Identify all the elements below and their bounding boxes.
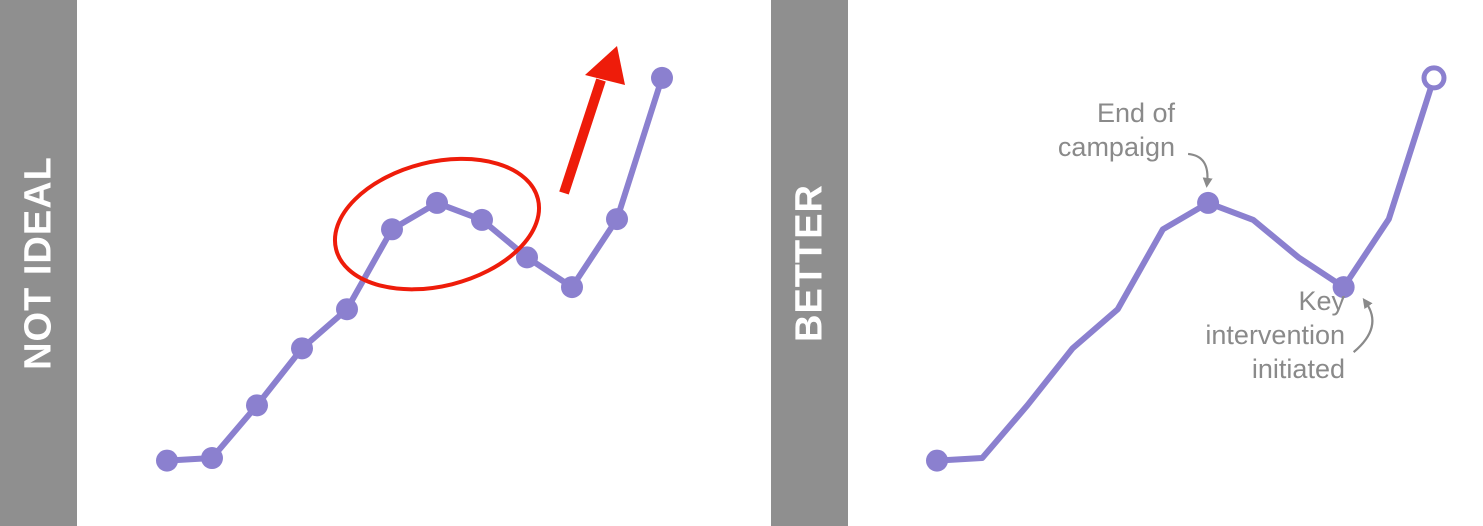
data-point <box>651 66 673 89</box>
callout-arrow <box>1187 152 1213 188</box>
start-point <box>926 449 948 472</box>
data-point <box>561 276 583 299</box>
annotation-end-of-campaign: End of campaign <box>1020 96 1175 164</box>
annotated-point <box>1197 191 1220 214</box>
series-line <box>934 85 1434 464</box>
annotation-line: End of <box>1096 98 1175 128</box>
data-point <box>336 298 358 321</box>
annotation-line: initiated <box>1251 354 1345 384</box>
data-point <box>201 447 223 470</box>
end-point-hollow <box>1421 65 1447 91</box>
data-point <box>516 246 538 269</box>
data-point <box>426 191 448 214</box>
data-point <box>606 208 628 231</box>
chart-not-ideal <box>156 46 673 472</box>
chart-better <box>926 65 1447 472</box>
data-point <box>246 394 268 417</box>
series-line <box>164 74 665 464</box>
data-point <box>156 449 178 472</box>
data-point <box>381 218 403 241</box>
trend-arrow-shaft <box>559 78 606 195</box>
annotation-line: intervention <box>1205 320 1345 350</box>
annotation-key-intervention: Key intervention initiated <box>1190 284 1345 386</box>
data-point <box>471 208 493 231</box>
callout-arrow <box>1352 298 1374 353</box>
data-point <box>291 337 313 360</box>
annotated-point <box>1332 276 1355 299</box>
trend-arrow-head <box>585 46 625 85</box>
panel-bar-better: BETTER <box>771 0 848 526</box>
highlight-ellipse <box>332 156 542 292</box>
annotation-line: Key <box>1298 286 1345 316</box>
annotation-line: campaign <box>1057 132 1175 162</box>
panel-bar-not-ideal: NOT IDEAL <box>0 0 77 526</box>
